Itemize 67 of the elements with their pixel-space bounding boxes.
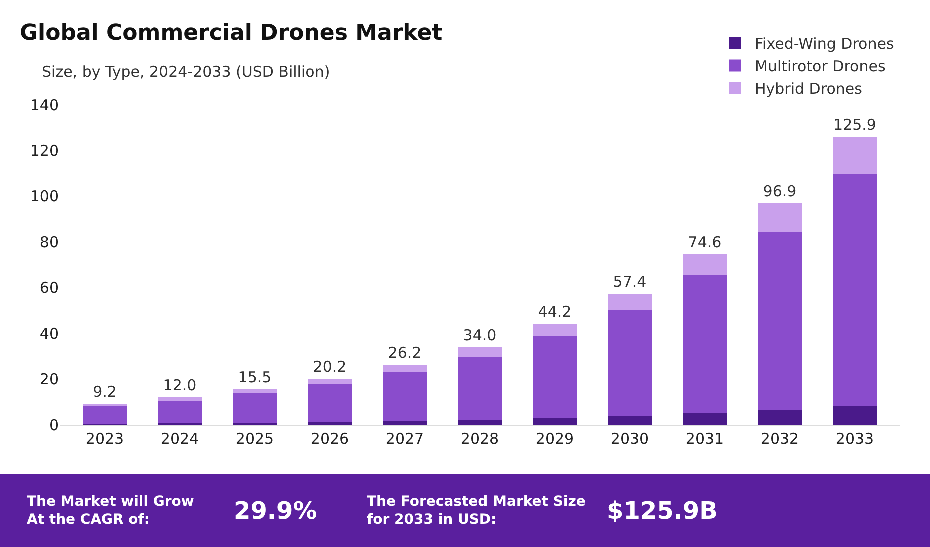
total-label: 57.4 xyxy=(613,272,647,291)
legend-label: Multirotor Drones xyxy=(755,58,886,76)
x-tick-label: 2031 xyxy=(686,430,724,448)
total-label: 34.0 xyxy=(463,326,497,344)
bar xyxy=(458,347,502,358)
y-tick-label: 140 xyxy=(30,96,59,114)
bar xyxy=(533,336,577,419)
bar xyxy=(458,420,502,425)
total-label: 15.5 xyxy=(238,368,272,387)
y-tick-label: 40 xyxy=(40,324,59,343)
bar xyxy=(683,413,727,425)
legend-label: Fixed-Wing Drones xyxy=(755,35,894,54)
bar xyxy=(758,204,802,232)
bar xyxy=(683,276,727,414)
bar xyxy=(158,398,202,402)
x-tick-label: 2033 xyxy=(836,430,874,448)
bar xyxy=(533,324,577,336)
bar xyxy=(458,358,502,421)
bar xyxy=(233,393,277,424)
total-label: 26.2 xyxy=(388,344,422,362)
bar xyxy=(533,418,577,425)
bar xyxy=(608,310,652,416)
total-label: 12.0 xyxy=(163,376,197,395)
chart-subtitle: Size, by Type, 2024-2033 (USD Billion) xyxy=(42,63,330,81)
bar xyxy=(608,294,652,310)
x-tick-label: 2023 xyxy=(86,430,124,448)
x-tick-label: 2025 xyxy=(236,430,274,448)
total-label: 44.2 xyxy=(538,302,572,321)
total-label: 96.9 xyxy=(763,182,797,201)
text: 29.9% xyxy=(234,497,318,525)
x-tick-label: 2032 xyxy=(760,430,800,448)
bar xyxy=(308,378,352,385)
bar xyxy=(758,232,802,411)
bar xyxy=(608,416,652,425)
text: The Forecasted Market Size for 2033 in USD: xyxy=(367,494,586,528)
x-tick-label: 2028 xyxy=(460,430,500,448)
x-tick-label: 2024 xyxy=(160,430,200,448)
bar xyxy=(83,406,127,424)
text: The Market will Grow At the CAGR of: xyxy=(27,494,194,528)
bar xyxy=(833,174,877,406)
bar xyxy=(383,422,427,425)
y-tick-label: 80 xyxy=(40,233,59,252)
bar xyxy=(308,384,352,423)
total-label: 125.9 xyxy=(834,116,876,134)
legend-label: Hybrid Drones xyxy=(755,80,863,98)
bar xyxy=(833,406,877,425)
y-tick-label: 0 xyxy=(49,416,59,434)
y-tick-label: 120 xyxy=(30,142,59,160)
total-label: 74.6 xyxy=(688,233,722,252)
x-tick-label: 2030 xyxy=(610,430,650,448)
bar xyxy=(158,401,202,424)
chart-title: Global Commercial Drones Market xyxy=(20,21,444,46)
x-tick-label: 2026 xyxy=(310,430,350,448)
total-label: 9.2 xyxy=(93,382,117,401)
y-tick-label: 20 xyxy=(40,370,59,389)
text: $125.9B xyxy=(607,497,718,525)
bar xyxy=(383,372,427,422)
x-tick-label: 2027 xyxy=(386,430,424,448)
bar xyxy=(383,365,427,373)
y-tick-label: 100 xyxy=(30,188,59,206)
y-tick-label: 60 xyxy=(40,279,59,298)
bar xyxy=(683,254,727,276)
bar xyxy=(833,137,877,174)
x-tick-label: 2029 xyxy=(536,430,574,448)
bar xyxy=(233,390,277,393)
bar xyxy=(758,410,802,425)
total-label: 20.2 xyxy=(313,358,347,376)
